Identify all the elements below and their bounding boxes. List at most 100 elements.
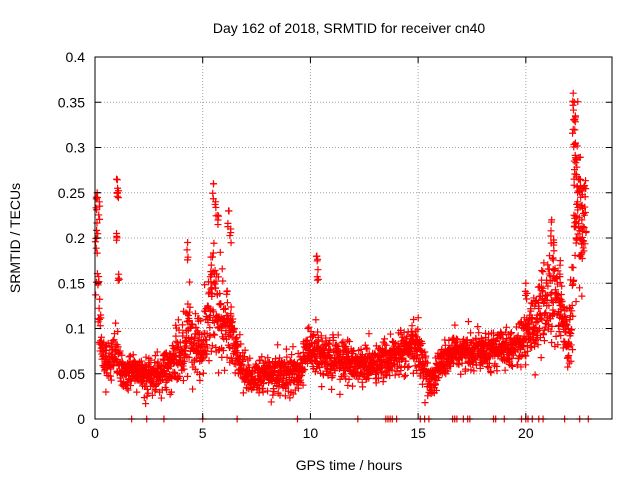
data-point-peak bbox=[570, 157, 578, 165]
data-point bbox=[326, 345, 334, 353]
data-point bbox=[167, 374, 175, 382]
data-point bbox=[562, 328, 570, 336]
data-point-peak bbox=[227, 239, 235, 247]
data-point bbox=[115, 350, 123, 358]
data-point bbox=[556, 279, 564, 287]
data-point bbox=[537, 354, 545, 362]
data-point bbox=[229, 315, 237, 323]
data-point-peak bbox=[225, 207, 233, 215]
data-point-peak bbox=[556, 261, 564, 269]
data-point bbox=[539, 268, 547, 276]
data-point bbox=[531, 342, 539, 350]
data-point bbox=[405, 362, 413, 370]
data-point-peak bbox=[227, 229, 235, 237]
data-point bbox=[538, 267, 546, 275]
data-point bbox=[215, 369, 223, 377]
data-point bbox=[539, 284, 547, 292]
data-point bbox=[288, 351, 296, 359]
data-point bbox=[444, 367, 452, 375]
data-point-peak bbox=[569, 89, 577, 97]
data-point bbox=[205, 357, 213, 365]
data-point-peak bbox=[210, 180, 218, 188]
data-point bbox=[569, 312, 577, 320]
data-point-peak bbox=[115, 275, 123, 283]
data-point bbox=[540, 259, 548, 267]
data-point bbox=[557, 332, 565, 340]
data-point bbox=[342, 342, 350, 350]
data-point-peak bbox=[212, 203, 220, 211]
grid bbox=[95, 57, 612, 419]
data-point bbox=[540, 326, 548, 334]
data-point bbox=[112, 319, 120, 327]
data-point-peak bbox=[573, 213, 581, 221]
data-point bbox=[313, 365, 321, 373]
data-point bbox=[564, 363, 572, 371]
data-point bbox=[310, 330, 318, 338]
data-point bbox=[339, 338, 347, 346]
data-point bbox=[264, 387, 272, 395]
data-point bbox=[382, 341, 390, 349]
data-point bbox=[196, 376, 204, 384]
data-point bbox=[534, 341, 542, 349]
data-point-peak bbox=[314, 266, 322, 274]
data-point bbox=[381, 340, 389, 348]
data-point-peak bbox=[312, 252, 320, 260]
data-point bbox=[311, 368, 319, 376]
data-point bbox=[196, 370, 204, 378]
data-point bbox=[234, 356, 242, 364]
data-point-peak bbox=[578, 185, 586, 193]
data-point bbox=[418, 340, 426, 348]
data-point bbox=[290, 370, 298, 378]
data-point bbox=[276, 354, 284, 362]
data-point bbox=[180, 365, 188, 373]
data-point bbox=[191, 310, 199, 318]
data-point bbox=[305, 323, 313, 331]
data-point bbox=[554, 341, 562, 349]
data-point bbox=[545, 321, 553, 329]
data-point bbox=[210, 308, 218, 316]
data-point bbox=[151, 352, 159, 360]
data-point bbox=[211, 331, 219, 339]
data-point-peak bbox=[569, 97, 577, 105]
data-point bbox=[536, 324, 544, 332]
data-point bbox=[397, 363, 405, 371]
data-point bbox=[209, 253, 217, 261]
data-point bbox=[322, 334, 330, 342]
data-point bbox=[532, 337, 540, 345]
data-point bbox=[400, 373, 408, 381]
data-point bbox=[522, 361, 530, 369]
data-point bbox=[544, 282, 552, 290]
data-point bbox=[241, 353, 249, 361]
data-point bbox=[435, 374, 443, 382]
data-point-peak bbox=[521, 287, 529, 295]
data-point bbox=[274, 341, 282, 349]
x-tick-label: 10 bbox=[303, 425, 319, 441]
data-point bbox=[542, 309, 550, 317]
data-point bbox=[508, 362, 516, 370]
data-point-peak bbox=[184, 239, 192, 247]
data-point bbox=[286, 394, 294, 402]
data-point bbox=[258, 353, 266, 361]
data-point bbox=[421, 348, 429, 356]
data-point bbox=[176, 372, 184, 380]
data-point bbox=[170, 344, 178, 352]
data-point bbox=[474, 323, 482, 331]
data-point bbox=[578, 254, 586, 262]
data-point bbox=[408, 322, 416, 330]
data-point bbox=[472, 356, 480, 364]
data-point bbox=[572, 298, 580, 306]
data-point bbox=[304, 325, 312, 333]
data-point bbox=[568, 301, 576, 309]
data-point bbox=[216, 248, 224, 256]
data-point bbox=[203, 350, 211, 358]
data-point bbox=[563, 321, 571, 329]
axes: 0 5 10 15 20 0 0.05 0.1 0.15 0.2 0.25 0.3 0.35 0.4 bbox=[58, 49, 612, 441]
data-point bbox=[212, 284, 220, 292]
data-point-peak bbox=[572, 235, 580, 243]
data-point bbox=[476, 354, 484, 362]
data-point bbox=[93, 226, 101, 234]
data-point bbox=[582, 177, 590, 185]
data-point bbox=[517, 318, 525, 326]
y-tick-label: 0.2 bbox=[66, 230, 86, 246]
